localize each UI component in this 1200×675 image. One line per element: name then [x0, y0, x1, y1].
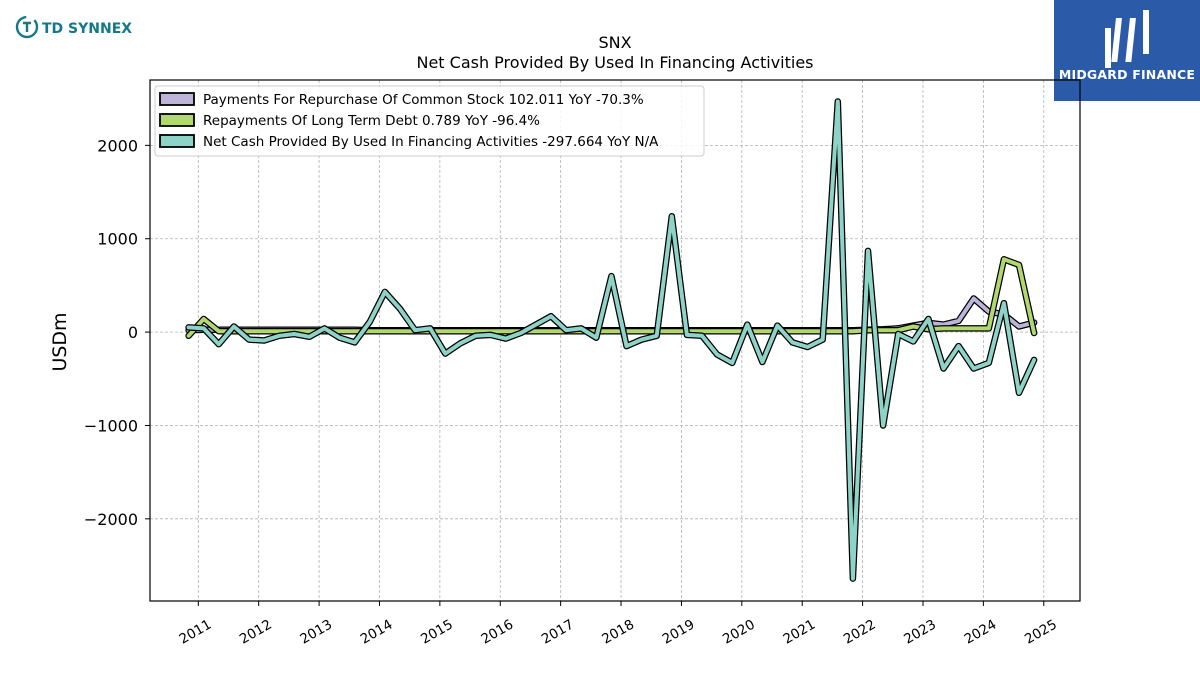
y-axis-ticks: 2000 1000 0 −1000 −2000	[84, 136, 150, 529]
legend-swatch	[159, 92, 195, 106]
series-lines	[185, 98, 1038, 582]
legend-box	[154, 85, 705, 157]
y-tick-label: 2000	[97, 136, 138, 155]
brand-mark-icon	[1105, 10, 1149, 68]
x-tick-label: 2017	[539, 617, 577, 648]
x-tick-label: 2019	[660, 617, 698, 648]
x-axis-ticks: 2011 2012 2013 2014 2015 2016 2017 2018 2019 2020…	[177, 601, 1060, 648]
x-tick-label: 2018	[599, 617, 637, 648]
x-tick-label: 2011	[177, 617, 215, 648]
x-tick-label: 2013	[297, 617, 335, 648]
chart-subtitle: Net Cash Provided By Used In Financing A…	[416, 53, 813, 72]
x-tick-label: 2014	[358, 617, 396, 648]
x-tick-label: 2025	[1022, 617, 1060, 648]
x-tick-label: 2012	[237, 617, 275, 648]
x-tick-label: 2020	[720, 617, 758, 648]
series-line-3	[186, 99, 1037, 581]
legend-swatch	[159, 134, 195, 148]
y-tick-label: 1000	[97, 230, 138, 249]
legend: Payments For Repurchase Of Common Stock …	[154, 85, 705, 157]
x-tick-label: 2022	[841, 617, 879, 648]
x-tick-label: 2024	[962, 617, 1000, 648]
x-tick-label: 2016	[479, 617, 517, 648]
company-logo-text: TD SYNNEX	[42, 21, 132, 37]
y-axis-label: USDm	[49, 312, 71, 371]
chart-title: SNX	[598, 33, 631, 52]
legend-swatch	[159, 113, 195, 127]
grid	[150, 80, 1080, 601]
brand-logo-box: MIDGARD FINANCE	[1054, 0, 1200, 101]
legend-label: Repayments Of Long Term Debt 0.789 YoY -…	[203, 113, 540, 129]
y-tick-label: 0	[128, 323, 138, 342]
plot-frame	[149, 79, 1081, 602]
x-tick-label: 2015	[418, 617, 456, 648]
x-tick-label: 2023	[901, 617, 939, 648]
brand-name: MIDGARD FINANCE	[1058, 67, 1196, 82]
y-tick-label: −1000	[84, 416, 138, 435]
legend-label: Net Cash Provided By Used In Financing A…	[203, 134, 659, 150]
company-logo: TD SYNNEX	[15, 15, 132, 39]
legend-label: Payments For Repurchase Of Common Stock …	[203, 92, 644, 108]
x-tick-label: 2021	[780, 617, 818, 648]
y-tick-label: −2000	[84, 510, 138, 529]
